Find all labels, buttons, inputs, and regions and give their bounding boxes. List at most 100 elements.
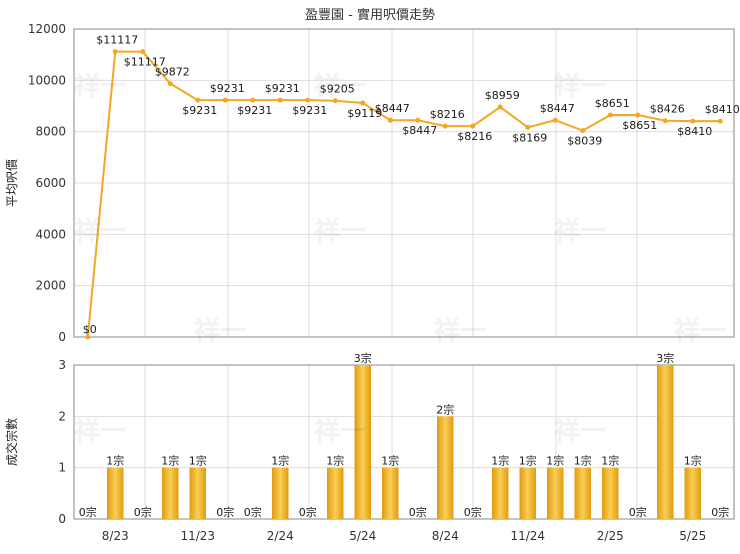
price-point bbox=[662, 118, 668, 124]
price-point bbox=[717, 118, 723, 124]
volume-bar bbox=[657, 365, 674, 519]
price-point bbox=[470, 123, 476, 129]
price-point bbox=[607, 112, 613, 118]
price-point bbox=[195, 97, 201, 103]
volume-data-label: 1宗 bbox=[189, 454, 207, 468]
volume-bar bbox=[189, 467, 206, 519]
volume-data-label: 0宗 bbox=[629, 505, 647, 519]
watermark: 祥一 bbox=[554, 217, 606, 247]
price-data-label: $9205 bbox=[320, 83, 355, 96]
y-tick-label: 12000 bbox=[28, 22, 66, 36]
y-tick-label: 8000 bbox=[35, 125, 66, 139]
price-data-label: $8039 bbox=[567, 135, 602, 148]
price-data-label: $8216 bbox=[430, 108, 465, 121]
price-point bbox=[690, 118, 696, 124]
price-data-label: $8426 bbox=[650, 103, 685, 116]
volume-data-label: 1宗 bbox=[106, 454, 124, 468]
volume-data-label: 0宗 bbox=[464, 505, 482, 519]
price-data-label: $8410 bbox=[705, 103, 740, 116]
volume-data-label: 1宗 bbox=[326, 454, 344, 468]
watermark: 祥一 bbox=[74, 72, 126, 102]
price-data-label: $11117 bbox=[96, 34, 138, 47]
volume-data-label: 1宗 bbox=[546, 454, 564, 468]
volume-chart: 0 1 2 3 成交宗數 0宗 1宗 0宗 1宗 1宗 0宗 0宗 1宗 0宗 1宗 3宗 1宗 0宗 2宗 0宗 1宗… bbox=[4, 351, 735, 543]
watermark: 祥一 bbox=[314, 217, 366, 247]
volume-data-label: 1宗 bbox=[161, 454, 179, 468]
volume-bar bbox=[574, 467, 591, 519]
watermark: 祥一 bbox=[674, 317, 726, 347]
x-tick-label: 8/24 bbox=[432, 529, 459, 543]
y-tick-label: 0 bbox=[58, 512, 66, 526]
volume-data-label: 0宗 bbox=[134, 505, 152, 519]
volume-plot-frame bbox=[73, 364, 735, 520]
price-data-label: $8651 bbox=[595, 97, 630, 110]
volume-data-label: 1宗 bbox=[519, 454, 537, 468]
volume-bar bbox=[547, 467, 564, 519]
price-point bbox=[222, 97, 228, 103]
x-tick-label: 8/23 bbox=[102, 529, 129, 543]
price-point bbox=[85, 334, 91, 340]
volume-data-label: 3宗 bbox=[656, 351, 674, 365]
y-tick-label: 3 bbox=[58, 358, 66, 372]
price-data-label: $9231 bbox=[265, 82, 300, 95]
volume-data-label: 0宗 bbox=[711, 505, 729, 519]
volume-bar bbox=[437, 416, 454, 519]
price-data-label: $8959 bbox=[485, 89, 520, 102]
price-data-label: $8447 bbox=[402, 124, 437, 137]
price-point bbox=[415, 117, 421, 123]
price-data-label: $8216 bbox=[457, 130, 492, 143]
y-tick-label: 2000 bbox=[35, 279, 66, 293]
price-point bbox=[580, 128, 586, 134]
price-data-label: $8447 bbox=[375, 102, 410, 115]
y-axis-label: 平均呎價 bbox=[5, 159, 19, 207]
watermark: 祥一 bbox=[74, 417, 126, 447]
volume-bar bbox=[492, 467, 509, 519]
price-point bbox=[332, 98, 338, 104]
volume-bar bbox=[684, 467, 701, 519]
price-data-label: $9231 bbox=[210, 82, 245, 95]
y-tick-label: 1 bbox=[58, 461, 66, 475]
y-axis-label: 成交宗數 bbox=[4, 418, 19, 466]
price-data-label: $0 bbox=[83, 323, 97, 336]
x-tick-label: 2/25 bbox=[597, 529, 624, 543]
price-point bbox=[305, 97, 311, 103]
price-data-label: $8169 bbox=[512, 131, 547, 144]
volume-data-label: 0宗 bbox=[244, 505, 262, 519]
price-point bbox=[442, 123, 448, 129]
volume-data-label: 1宗 bbox=[574, 454, 592, 468]
volume-bar bbox=[354, 365, 371, 519]
x-tick-label: 5/25 bbox=[679, 529, 706, 543]
price-chart: 020004000600080001000012000平均呎價$0$11117$… bbox=[5, 22, 740, 344]
price-point bbox=[277, 97, 283, 103]
volume-data-label: 0宗 bbox=[79, 505, 97, 519]
price-data-label: $9231 bbox=[292, 104, 327, 117]
x-tick-label: 11/23 bbox=[180, 529, 215, 543]
y-tick-label: 0 bbox=[58, 330, 66, 344]
price-data-label: $8410 bbox=[677, 125, 712, 138]
watermark: 祥一 bbox=[314, 72, 366, 102]
volume-data-label: 0宗 bbox=[216, 505, 234, 519]
volume-data-label: 1宗 bbox=[381, 454, 399, 468]
watermark: 祥一 bbox=[434, 317, 486, 347]
volume-bar bbox=[162, 467, 179, 519]
volume-data-label: 1宗 bbox=[601, 454, 619, 468]
volume-bar bbox=[519, 467, 536, 519]
price-data-label: $8651 bbox=[622, 119, 657, 132]
watermark: 祥一 bbox=[554, 417, 606, 447]
watermark: 祥一 bbox=[74, 217, 126, 247]
y-tick-label: 2 bbox=[58, 409, 66, 423]
price-data-label: $8447 bbox=[540, 102, 575, 115]
y-tick-label: 10000 bbox=[28, 73, 66, 87]
volume-data-label: 0宗 bbox=[409, 505, 427, 519]
price-data-label: $9119 bbox=[347, 107, 382, 120]
price-data-label: $9231 bbox=[237, 104, 272, 117]
volume-bar bbox=[602, 467, 619, 519]
price-data-label: $11117 bbox=[124, 56, 166, 69]
volume-bar bbox=[272, 467, 289, 519]
volume-bar bbox=[107, 467, 124, 519]
y-tick-label: 4000 bbox=[35, 227, 66, 241]
volume-data-label: 1宗 bbox=[491, 454, 509, 468]
volume-data-label: 3宗 bbox=[354, 351, 372, 365]
